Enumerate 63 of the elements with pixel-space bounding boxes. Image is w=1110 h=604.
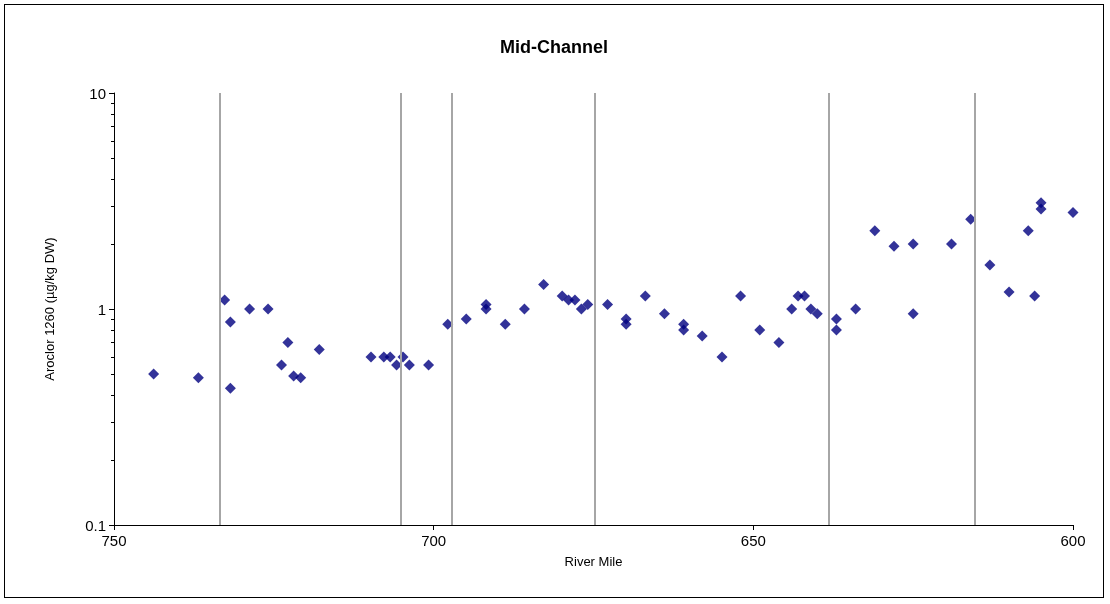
point (148, 368, 160, 380)
point (602, 298, 614, 310)
point (262, 303, 274, 315)
point (192, 372, 204, 384)
x-tick-label: 650 (740, 532, 766, 549)
point (480, 303, 492, 315)
point (830, 324, 842, 336)
point (907, 308, 919, 320)
point (569, 294, 581, 306)
point (811, 308, 823, 320)
point (403, 359, 415, 371)
point (850, 303, 862, 315)
x-tick-label: 600 (1060, 532, 1086, 549)
point (1035, 203, 1047, 215)
x-tick-label: 750 (101, 532, 127, 549)
point (946, 238, 958, 250)
point (313, 343, 325, 355)
x-tick-label: 700 (421, 532, 447, 549)
point (365, 351, 377, 363)
point (830, 313, 842, 325)
point (773, 336, 785, 348)
point (499, 318, 511, 330)
point (442, 318, 454, 330)
point (965, 213, 977, 225)
point (907, 238, 919, 250)
point (984, 259, 996, 271)
point (786, 303, 798, 315)
point (658, 308, 670, 320)
point (423, 359, 435, 371)
y-tick-label: 1 (97, 300, 106, 318)
chart-title: Mid-Channel (500, 37, 608, 57)
point (620, 318, 632, 330)
y-axis-title: Aroclor 1260 (µg/kg DW) (42, 237, 57, 381)
point (1003, 286, 1015, 298)
point (460, 313, 472, 325)
x-axis-title: River Mile (564, 554, 623, 569)
point (1022, 225, 1034, 237)
point (1029, 290, 1041, 302)
y-tick-label: 0.1 (85, 516, 106, 534)
point (518, 303, 530, 315)
point (678, 324, 690, 336)
point (639, 290, 651, 302)
point (295, 372, 307, 384)
point (575, 303, 587, 315)
point (556, 290, 568, 302)
point (696, 330, 708, 342)
point (538, 278, 550, 290)
point (735, 290, 747, 302)
point (1067, 206, 1079, 218)
point (716, 351, 728, 363)
point (798, 290, 810, 302)
point (384, 351, 396, 363)
point (582, 298, 594, 310)
y-tick-label: 10 (89, 84, 106, 102)
point (888, 240, 900, 252)
point (224, 316, 236, 328)
point (276, 359, 288, 371)
point (754, 324, 766, 336)
point (224, 382, 236, 394)
point (282, 336, 294, 348)
point (869, 225, 881, 237)
point (805, 303, 817, 315)
point (244, 303, 256, 315)
